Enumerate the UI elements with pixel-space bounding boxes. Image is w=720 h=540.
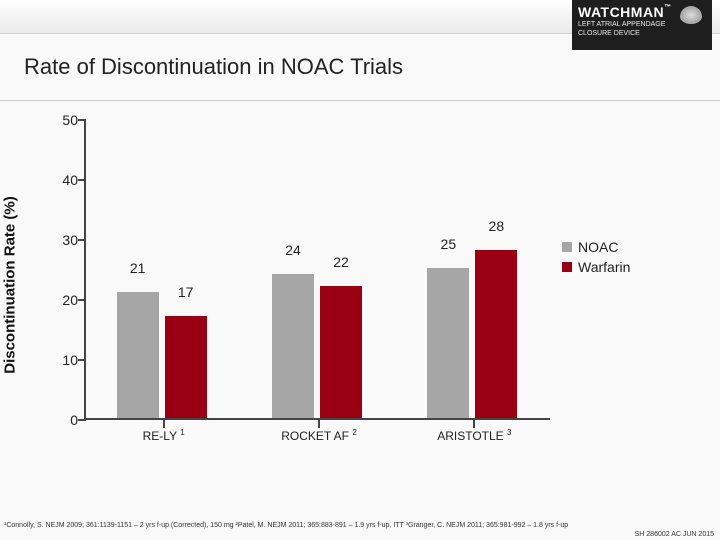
bar-warfarin xyxy=(165,316,207,418)
legend-swatch-warfarin xyxy=(562,262,572,272)
legend: NOAC Warfarin xyxy=(562,235,670,279)
y-tick xyxy=(78,119,86,121)
y-tick-label: 10 xyxy=(52,352,78,368)
y-tick-label: 30 xyxy=(52,232,78,248)
y-tick xyxy=(78,419,86,421)
legend-label-warfarin: Warfarin xyxy=(578,259,630,275)
legend-item-noac: NOAC xyxy=(562,239,670,255)
y-tick-label: 40 xyxy=(52,172,78,188)
x-tick-label: ARISTOTLE 3 xyxy=(437,428,511,443)
y-tick xyxy=(78,239,86,241)
title-rule xyxy=(0,100,720,101)
brand-sub2: CLOSURE DEVICE xyxy=(578,30,706,38)
brand-name-text: WATCHMAN xyxy=(578,4,664,20)
y-axis-label: Discontinuation Rate (%) xyxy=(2,196,19,374)
brand-sub1: LEFT ATRIAL APPENDAGE xyxy=(578,21,706,29)
bar-noac xyxy=(272,274,314,418)
y-tick xyxy=(78,179,86,181)
brand-tm: ™ xyxy=(664,4,672,11)
bar-value-label: 25 xyxy=(427,236,469,252)
bar-value-label: 28 xyxy=(475,218,517,234)
x-tick xyxy=(163,420,165,428)
legend-label-noac: NOAC xyxy=(578,239,618,255)
y-tick xyxy=(78,299,86,301)
bar-value-label: 22 xyxy=(320,254,362,270)
x-tick xyxy=(318,420,320,428)
bar-warfarin xyxy=(320,286,362,418)
y-tick xyxy=(78,359,86,361)
bar-value-label: 24 xyxy=(272,242,314,258)
doc-code: SH 286002 AC JUN 2015 xyxy=(635,531,714,538)
slide: WATCHMAN™ LEFT ATRIAL APPENDAGE CLOSURE … xyxy=(0,0,720,540)
footnote: ¹Connolly, S. NEJM 2009; 361:1139-1151 –… xyxy=(4,522,716,530)
y-tick-label: 50 xyxy=(52,112,78,128)
legend-item-warfarin: Warfarin xyxy=(562,259,670,275)
plot-area: 010203040502117RE-LY 12422ROCKET AF 2252… xyxy=(84,120,550,420)
x-tick-label: RE-LY 1 xyxy=(143,428,185,443)
bar-warfarin xyxy=(475,250,517,418)
brand-block: WATCHMAN™ LEFT ATRIAL APPENDAGE CLOSURE … xyxy=(572,0,712,50)
page-title: Rate of Discontinuation in NOAC Trials xyxy=(24,54,403,80)
bar-noac xyxy=(117,292,159,418)
legend-swatch-noac xyxy=(562,242,572,252)
bar-value-label: 17 xyxy=(165,284,207,300)
x-tick-label: ROCKET AF 2 xyxy=(281,428,357,443)
bar-noac xyxy=(427,268,469,418)
y-tick-label: 20 xyxy=(52,292,78,308)
y-tick-label: 0 xyxy=(52,412,78,428)
x-tick xyxy=(473,420,475,428)
bar-value-label: 21 xyxy=(117,260,159,276)
chart: Discontinuation Rate (%) 010203040502117… xyxy=(50,120,670,450)
